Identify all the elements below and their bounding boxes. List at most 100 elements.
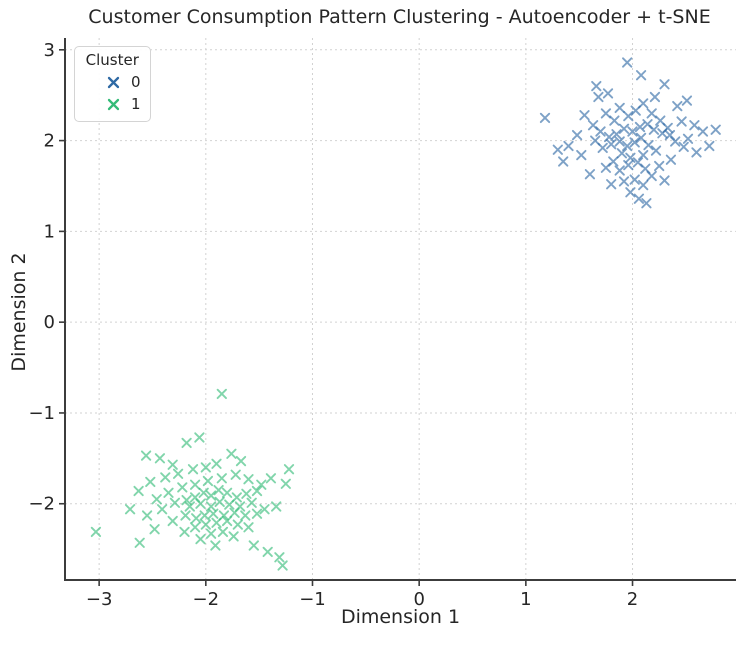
scatter-point (563, 140, 574, 152)
scatter-point (169, 497, 181, 508)
scatter-point (151, 494, 162, 505)
scatter-point (600, 108, 612, 119)
scatter-point (259, 504, 270, 515)
y-axis-label: Dimension 2 (8, 252, 30, 372)
scatter-point (642, 119, 653, 130)
x-tick-label: −1 (299, 589, 326, 610)
scatter-point (558, 156, 569, 167)
scatter-point (611, 129, 622, 140)
scatter-point (657, 128, 668, 139)
scatter-point (167, 515, 178, 527)
scatter-point (205, 490, 217, 501)
scatter-point (672, 100, 683, 112)
y-tick-label: 3 (44, 40, 55, 61)
x-tick-label: 0 (413, 589, 424, 610)
scatter-point (189, 522, 201, 533)
scatter-point (584, 169, 596, 180)
scatter-point (241, 488, 252, 499)
scatter-point (634, 121, 646, 133)
scatter-point (251, 485, 263, 497)
scatter-point (591, 80, 602, 92)
scatter-point (595, 126, 606, 137)
scatter-point (160, 472, 171, 483)
scatter-point (271, 501, 282, 512)
scatter-point (614, 165, 625, 176)
legend: Cluster 0 1 (74, 46, 151, 122)
scatter-point (681, 95, 693, 106)
scatter-point (633, 193, 645, 204)
scatter-point (609, 115, 620, 126)
scatter-point (659, 79, 670, 90)
scatter-point (649, 91, 661, 103)
legend-label: 1 (131, 95, 141, 113)
y-tick-label: 2 (44, 131, 55, 152)
cluster-0-points (539, 57, 721, 209)
legend-title: Cluster (85, 51, 139, 69)
scatter-point (606, 179, 617, 190)
cluster-1-points (90, 388, 295, 571)
scatter-point (195, 498, 206, 509)
y-tick-label: −2 (28, 494, 55, 515)
scatter-point (646, 170, 657, 182)
x-marker-icon (107, 98, 120, 110)
scatter-point (597, 142, 608, 154)
scatter-point (623, 110, 634, 122)
scatter-point (243, 474, 254, 485)
scatter-point (198, 487, 209, 498)
scatter-point (274, 552, 285, 563)
scatter-point (124, 504, 136, 515)
scatter-point (232, 519, 243, 530)
scatter-point (646, 108, 657, 119)
scatter-point (216, 473, 227, 484)
scatter-point (539, 112, 551, 124)
scatter-point (614, 136, 625, 147)
scatter-point (280, 478, 291, 489)
legend-label: 0 (131, 73, 141, 91)
scatter-point (638, 98, 649, 109)
scatter-point (246, 497, 257, 508)
scatter-point (195, 533, 206, 545)
scatter-point (571, 129, 583, 141)
scatter-point (256, 479, 267, 490)
scatter-point (217, 526, 229, 538)
scatter-point (214, 496, 225, 508)
scatter-point (221, 515, 233, 527)
scatter-point (676, 116, 687, 127)
scatter-point (189, 479, 201, 490)
scatter-point (134, 537, 145, 548)
scatter-point (659, 175, 670, 186)
y-tick-label: 0 (44, 312, 55, 333)
scatter-point (210, 540, 221, 551)
scatter-point (177, 482, 188, 493)
scatter-point (262, 546, 273, 558)
scatter-point (602, 88, 614, 99)
scatter-point (691, 147, 702, 158)
scatter-point (180, 510, 191, 521)
scatter-point (593, 91, 604, 103)
x-tick-label: 1 (520, 589, 531, 610)
scatter-point (229, 507, 240, 518)
scatter-point (641, 198, 652, 209)
scatter-point (140, 450, 152, 461)
scatter-point (235, 455, 247, 467)
chart-title: Customer Consumption Pattern Clustering … (88, 6, 711, 28)
scatter-point (283, 464, 295, 475)
y-tick-label: −1 (28, 403, 55, 424)
scatter-point (552, 144, 563, 155)
scatter-point (167, 459, 178, 470)
scatter-point (172, 468, 184, 479)
x-tick-label: −3 (86, 589, 113, 610)
scatter-point (163, 487, 174, 498)
scatter-point (629, 174, 640, 185)
scatter-point (230, 469, 241, 480)
scatter-point (226, 448, 237, 459)
scatter-point (224, 499, 235, 510)
scatter-point (635, 70, 647, 81)
scatter-point (145, 476, 156, 488)
scatter-point (665, 154, 677, 165)
scatter-point (243, 522, 254, 533)
scatter-point (156, 504, 168, 515)
x-axis-label: Dimension 1 (340, 606, 461, 628)
